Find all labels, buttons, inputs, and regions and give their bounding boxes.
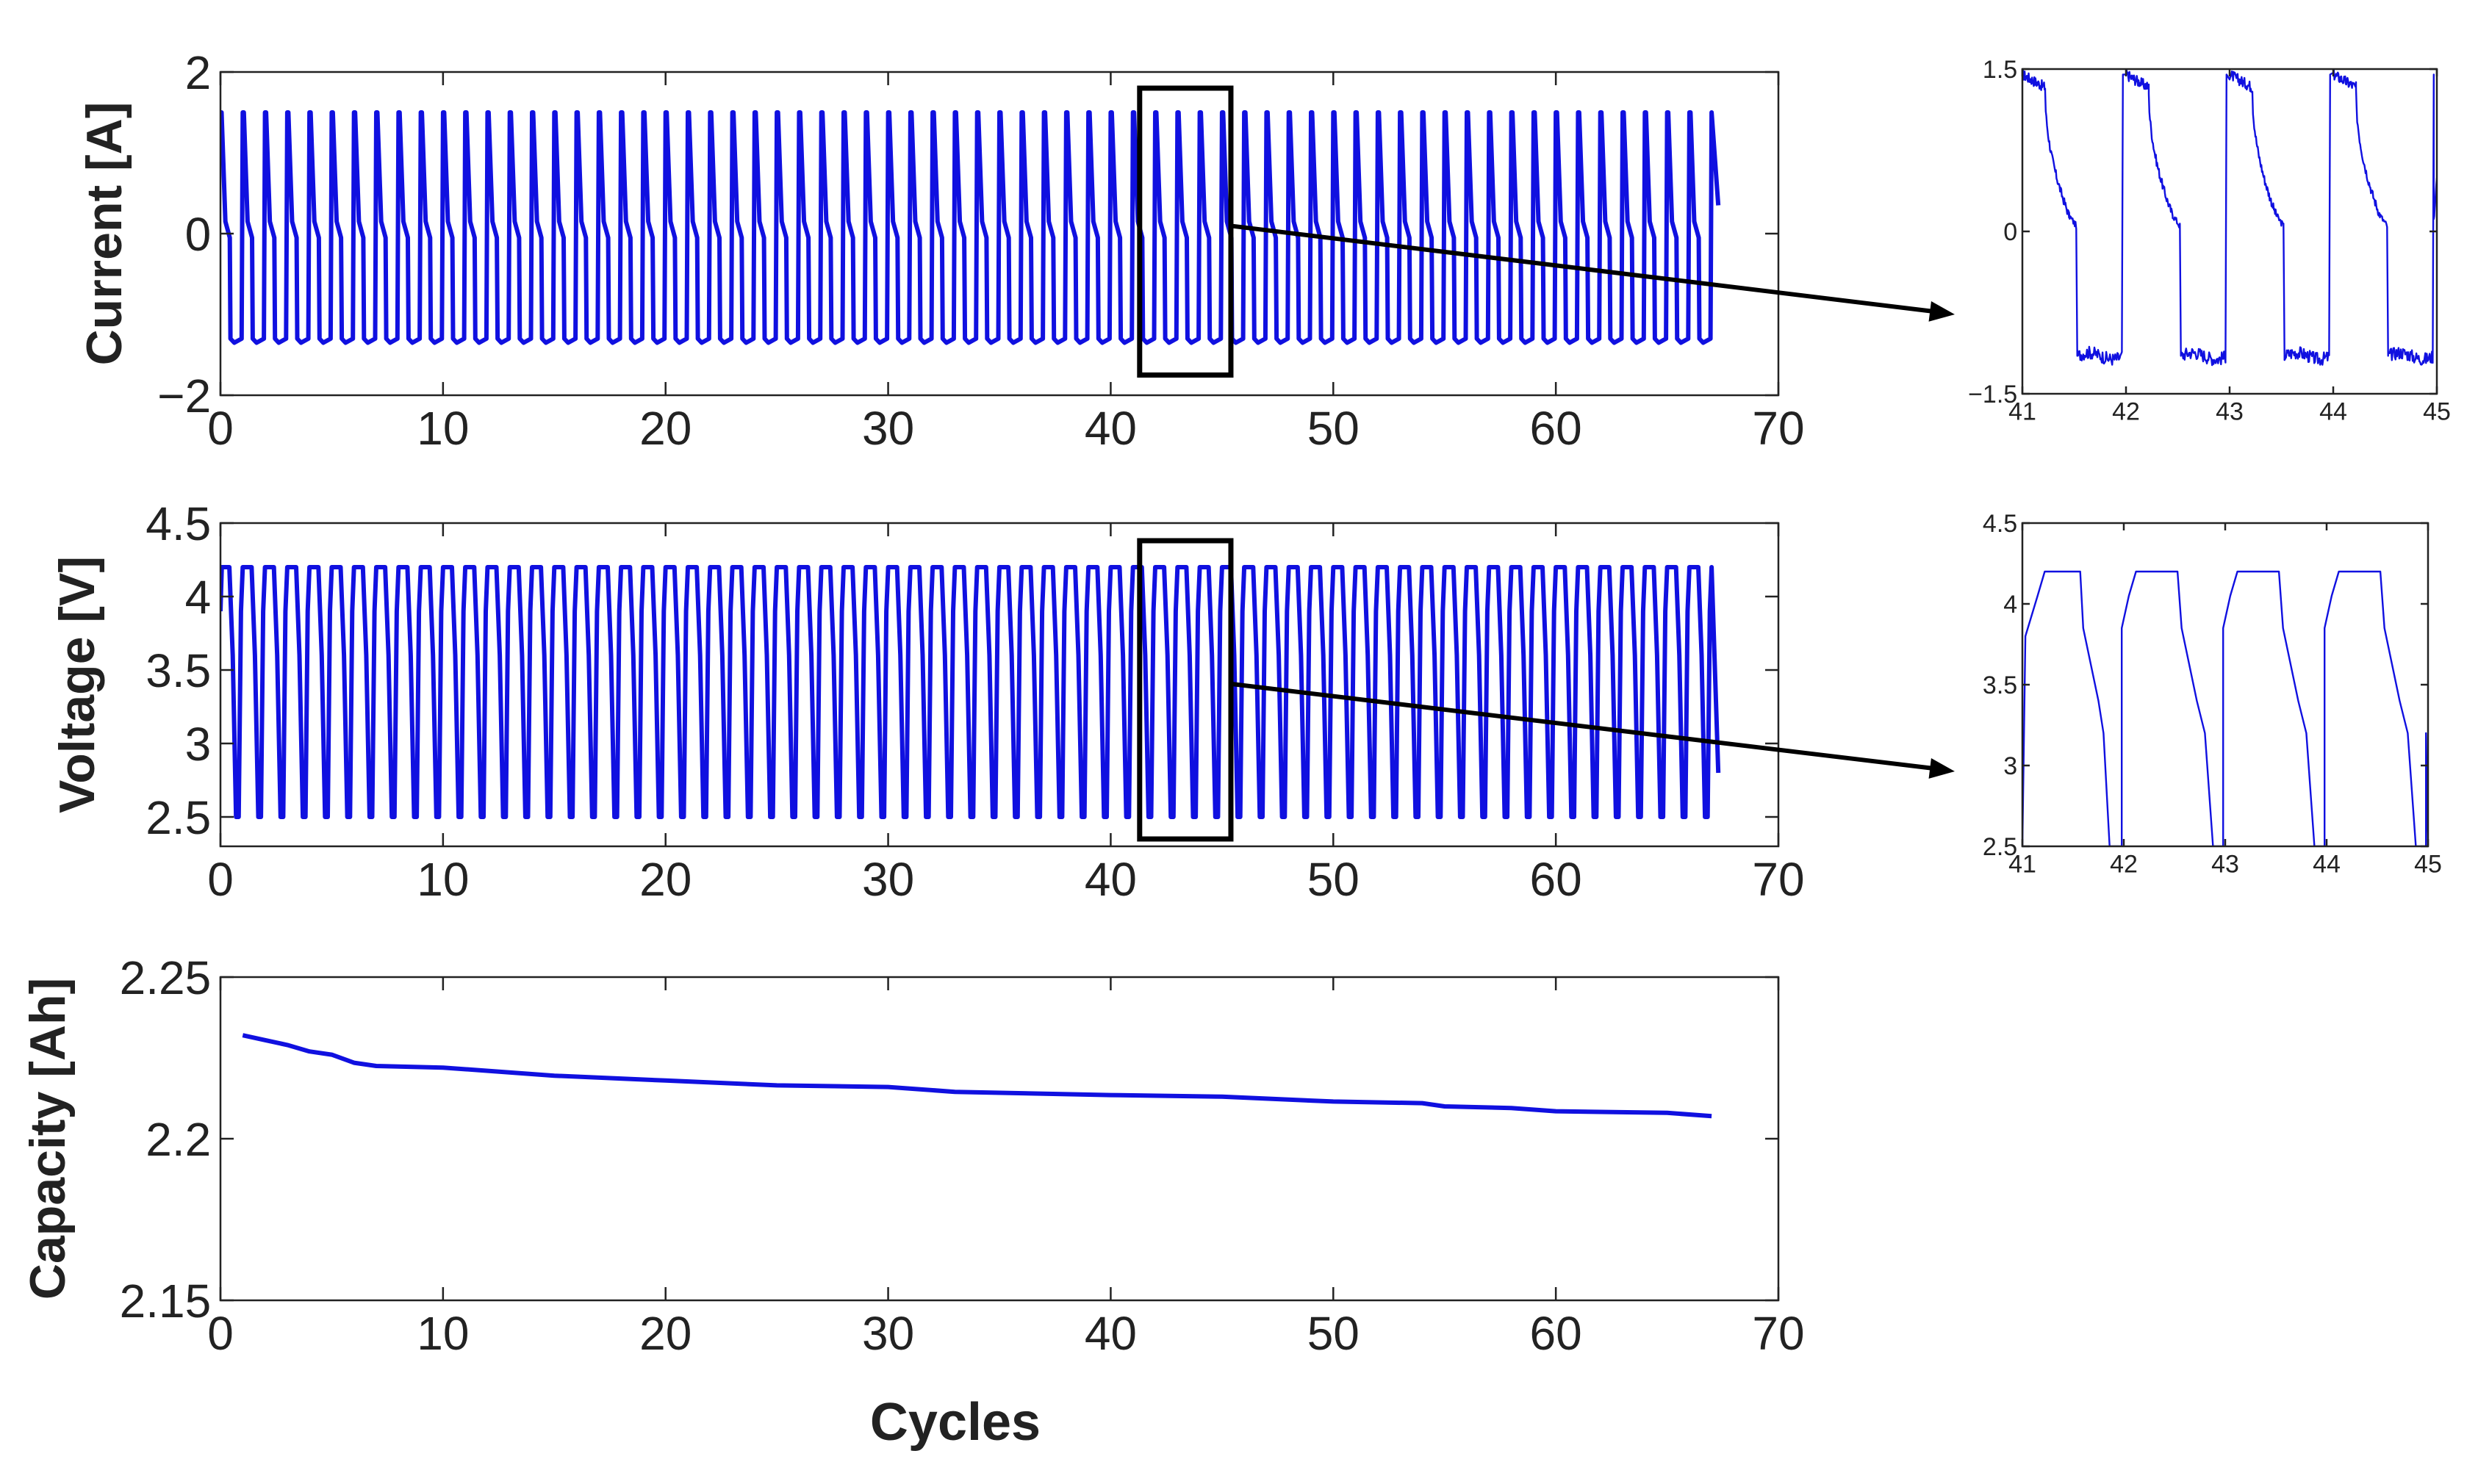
current-main-xtick-label: 60 — [1530, 402, 1582, 455]
capacity-main-xtick-label: 70 — [1752, 1307, 1804, 1360]
voltage-main-chart: 0 10 20 30 40 50 60 70 2.5 3 3.5 4 4.5 Voltage [V] — [49, 497, 1955, 906]
current-main-ytick-label: 2 — [185, 46, 212, 99]
voltage-zoom-xtick-label: 45 — [2414, 851, 2442, 879]
current-main-xtick-label: 0 — [207, 402, 234, 455]
capacity-main-series-line — [242, 1033, 1712, 1119]
voltage-main-axes-frame — [219, 522, 1780, 848]
voltage-zoom-xtick-label: 43 — [2211, 851, 2239, 879]
voltage-zoom-ytick-label: 3.5 — [1983, 671, 2017, 699]
current-zoom-xtick-label: 42 — [2112, 398, 2140, 426]
voltage-main-xtick-label: 70 — [1752, 853, 1804, 906]
current-main-xtick-label: 30 — [862, 402, 914, 455]
voltage-main-xtick-label: 50 — [1307, 853, 1360, 906]
voltage-zoom-ytick-label: 2.5 — [1983, 833, 2017, 861]
current-zoom-axes-frame — [2021, 68, 2438, 395]
current-zoom-ytick-label: 1.5 — [1983, 56, 2017, 84]
voltage-zoom-ytick-label: 3 — [2003, 752, 2017, 780]
voltage-main-xtick-label: 20 — [639, 853, 692, 906]
voltage-main-ytick-label: 3 — [185, 718, 212, 771]
current-main-xtick-label: 70 — [1752, 402, 1804, 455]
voltage-main-ytick-label: 4.5 — [146, 497, 211, 550]
current-main-xtick-label: 50 — [1307, 402, 1360, 455]
capacity-main-ytick-label: 2.15 — [120, 1275, 212, 1328]
voltage-main-ylabel: Voltage [V] — [49, 556, 105, 813]
capacity-main-xtick-label: 50 — [1307, 1307, 1360, 1360]
voltage-main-ytick-label: 3.5 — [146, 644, 211, 697]
voltage-zoom-ytick-label: 4 — [2003, 591, 2017, 619]
current-main-xtick-label: 20 — [639, 402, 692, 455]
capacity-main-xtick-label: 0 — [207, 1307, 234, 1360]
voltage-main-ytick-label: 2.5 — [146, 791, 211, 844]
current-main-xtick-label: 10 — [417, 402, 469, 455]
current-zoom-xtick-label: 44 — [2319, 398, 2347, 426]
voltage-zoom-xtick-label: 41 — [2008, 851, 2036, 879]
voltage-zoom-chart: 41 42 43 44 45 2.5 3 3.5 4 4.5 — [1983, 510, 2442, 878]
current-main-zoom-arrow — [1230, 223, 1947, 315]
capacity-main-xtick-label: 40 — [1085, 1307, 1137, 1360]
voltage-main-xtick-label: 60 — [1530, 853, 1582, 906]
voltage-zoom-xtick-label: 42 — [2110, 851, 2138, 879]
capacity-main-xlabel: Cycles — [870, 1393, 1041, 1452]
capacity-main-ytick-label: 2.2 — [146, 1113, 211, 1166]
voltage-main-zoom-arrowhead — [1928, 758, 1955, 779]
capacity-main-ytick-label: 2.25 — [120, 951, 212, 1004]
capacity-main-xtick-label: 60 — [1530, 1307, 1582, 1360]
capacity-main-axes-frame — [219, 976, 1780, 1302]
current-zoom-chart: 41 42 43 44 45 −1.5 0 1.5 — [1968, 56, 2451, 425]
current-zoom-xtick-label: 45 — [2423, 398, 2451, 426]
capacity-main-ylabel: Capacity [Ah] — [20, 978, 76, 1300]
capacity-main-xtick-label: 30 — [862, 1307, 914, 1360]
voltage-main-xtick-label: 30 — [862, 853, 914, 906]
voltage-main-xtick-label: 10 — [417, 853, 469, 906]
current-zoom-xtick-label: 41 — [2008, 398, 2036, 426]
voltage-main-ytick-label: 4 — [185, 571, 212, 624]
capacity-main-xtick-label: 20 — [639, 1307, 692, 1360]
voltage-zoom-ytick-label: 4.5 — [1983, 510, 2017, 538]
voltage-zoom-series-line — [2022, 570, 2428, 846]
voltage-main-zoom-arrow — [1230, 681, 1947, 772]
current-zoom-series-line — [2022, 69, 2437, 367]
capacity-main-chart: 0 10 20 30 40 50 60 70 2.15 2.2 2.25 Capacity [Ah] C… — [20, 951, 1805, 1452]
current-main-xtick-label: 40 — [1085, 402, 1137, 455]
current-zoom-ytick-label: 0 — [2003, 218, 2017, 246]
voltage-main-series-line — [220, 565, 1721, 819]
current-zoom-xtick-label: 43 — [2216, 398, 2244, 426]
current-main-ylabel: Current [A] — [76, 102, 132, 366]
voltage-zoom-xtick-label: 44 — [2313, 851, 2341, 879]
capacity-main-xtick-label: 10 — [417, 1307, 469, 1360]
current-main-series-line — [220, 110, 1721, 345]
voltage-main-xtick-label: 40 — [1085, 853, 1137, 906]
voltage-main-zoom-box — [1137, 538, 1234, 842]
current-main-ytick-label: 0 — [185, 208, 212, 261]
voltage-main-xtick-label: 0 — [207, 853, 234, 906]
current-main-zoom-arrowhead — [1928, 300, 1955, 322]
current-main-zoom-box — [1137, 85, 1234, 378]
current-zoom-ytick-label: −1.5 — [1968, 381, 2017, 408]
current-main-ytick-label: −2 — [157, 370, 211, 422]
